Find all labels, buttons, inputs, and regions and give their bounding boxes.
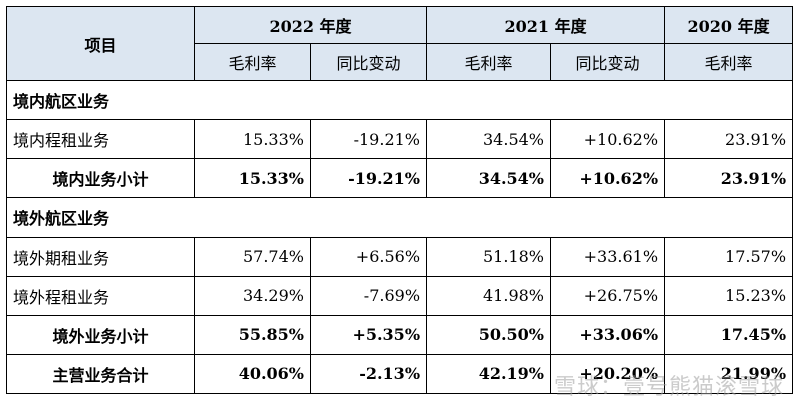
table-cell: +5.35% <box>309 314 428 355</box>
metric-header: 毛利率 <box>664 43 794 81</box>
table-cell: 23.91% <box>664 158 794 199</box>
table-cell: 34.54% <box>426 158 552 199</box>
table-cell: 34.29% <box>194 275 311 316</box>
subtotal-row-overseas: 境外业务小计 55.85% +5.35% 50.50% +33.06% 17.4… <box>6 314 794 355</box>
section-row-overseas: 境外航区业务 <box>5 197 794 238</box>
metric-header: 同比变动 <box>550 43 666 81</box>
table-cell: +33.06% <box>550 314 666 355</box>
row-label: 境外程租业务 <box>6 275 195 316</box>
metric-header: 同比变动 <box>309 43 428 81</box>
table-cell: 34.54% <box>426 119 552 160</box>
table-cell: 17.57% <box>664 236 794 277</box>
gross-margin-table: 项目 2022 年度 2021 年度 2020 年度 毛利率 同比变动 毛利率 … <box>5 6 794 395</box>
table-cell: 17.45% <box>664 314 794 355</box>
row-label: 境内程租业务 <box>6 119 195 160</box>
table-cell: -7.69% <box>309 275 428 316</box>
header-row-years: 项目 2022 年度 2021 年度 2020 年度 <box>6 6 794 81</box>
year-2020-header: 2020 年度 <box>664 6 794 44</box>
item-column-header: 项目 <box>6 6 195 81</box>
table-cell: 15.23% <box>664 275 794 316</box>
metric-header: 毛利率 <box>194 43 311 81</box>
section-label: 境内航区业务 <box>5 79 794 121</box>
section-row-domestic: 境内航区业务 <box>5 79 794 121</box>
table-cell: 50.50% <box>426 314 552 355</box>
table-cell: -2.13% <box>309 353 428 395</box>
table-cell: 23.91% <box>664 119 794 160</box>
table-cell: 21.99% <box>664 353 794 395</box>
year-2022-header: 2022 年度 <box>193 6 428 44</box>
table-cell: +26.75% <box>550 275 666 316</box>
row-label: 境外期租业务 <box>6 236 195 277</box>
table-cell: 57.74% <box>194 236 311 277</box>
row-label: 境内业务小计 <box>6 158 195 199</box>
header-row-metrics: 毛利率 同比变动 毛利率 同比变动 毛利率 <box>7 43 794 81</box>
row-label: 境外业务小计 <box>6 314 195 355</box>
table-cell: 40.06% <box>194 353 311 395</box>
table-cell: +6.56% <box>309 236 428 277</box>
table-cell: 42.19% <box>426 353 552 395</box>
table-cell: 15.33% <box>194 119 311 160</box>
table-row: 境外程租业务 34.29% -7.69% 41.98% +26.75% 15.2… <box>6 275 794 316</box>
row-label: 主营业务合计 <box>6 353 195 395</box>
metric-header: 毛利率 <box>426 43 552 81</box>
table-cell: +20.20% <box>550 353 666 395</box>
year-2021-header: 2021 年度 <box>426 6 666 44</box>
section-label: 境外航区业务 <box>5 197 794 238</box>
table-cell: 55.85% <box>194 314 311 355</box>
subtotal-row-domestic: 境内业务小计 15.33% -19.21% 34.54% +10.62% 23.… <box>6 158 794 199</box>
table-cell: -19.21% <box>309 158 428 199</box>
table-cell: +10.62% <box>550 158 666 199</box>
table-cell: +33.61% <box>550 236 666 277</box>
table-cell: +10.62% <box>550 119 666 160</box>
total-row-main-business: 主营业务合计 40.06% -2.13% 42.19% +20.20% 21.9… <box>6 353 794 395</box>
table-cell: 41.98% <box>426 275 552 316</box>
table-row: 境内程租业务 15.33% -19.21% 34.54% +10.62% 23.… <box>6 119 794 160</box>
table-cell: 15.33% <box>194 158 311 199</box>
table-cell: 51.18% <box>426 236 552 277</box>
table-row: 境外期租业务 57.74% +6.56% 51.18% +33.61% 17.5… <box>6 236 794 277</box>
table-cell: -19.21% <box>309 119 428 160</box>
